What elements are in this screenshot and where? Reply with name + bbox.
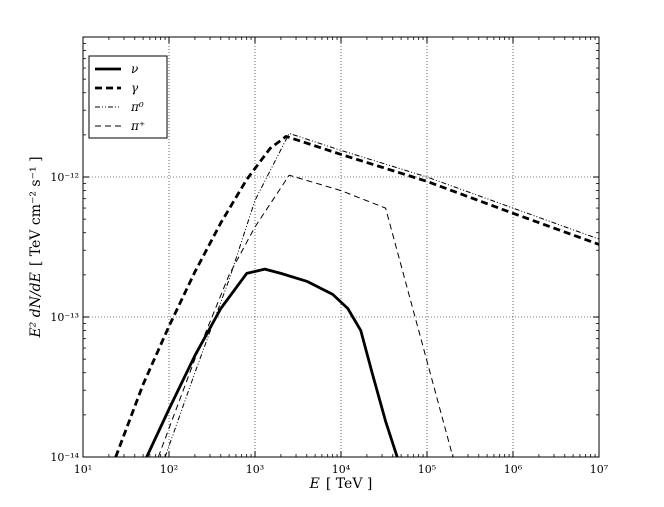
axis-ticks: 10¹ 10² 10³ 10⁴ 10⁵ 10⁶ 10⁷ 10⁻¹⁴ 10⁻¹³ 10⁻¹² [50, 37, 609, 476]
y-axis-label-unit: [ TeV cm⁻² s⁻¹ ] [28, 156, 44, 266]
x-tick-label: 10³ [246, 463, 264, 476]
x-tick-label: 10⁶ [504, 463, 523, 476]
legend: νγ π⁰ π⁺ [88, 55, 168, 139]
y-tick-label: 10⁻¹² [50, 171, 79, 184]
x-tick-label: 10¹ [74, 463, 92, 476]
x-axis-label: E [ TeV ] [309, 476, 373, 492]
legend-label: γ [131, 81, 139, 95]
x-axis-label-symbol: E [309, 476, 320, 492]
y-axis-label: E² dN/dE [ TeV cm⁻² s⁻¹ ] [28, 156, 44, 338]
legend-label: ν [131, 62, 138, 76]
x-tick-label: 10² [160, 463, 178, 476]
series-line-2 [114, 134, 600, 458]
x-tick-label: 10⁴ [332, 463, 351, 476]
y-tick-label: 10⁻¹³ [50, 311, 79, 324]
x-tick-label: 10⁷ [590, 463, 609, 476]
x-axis-label-unit: [ TeV ] [326, 476, 372, 492]
y-axis-label-symbol: E² dN/dE [28, 272, 44, 338]
y-tick-label: 10⁻¹⁴ [50, 451, 79, 464]
series-line-4 [157, 174, 454, 458]
legend-label: π⁰ [130, 100, 144, 114]
grid [83, 37, 599, 457]
series-line-1 [145, 267, 399, 458]
series-group [114, 132, 600, 458]
legend-label: π⁺ [130, 119, 145, 133]
x-tick-label: 10⁵ [418, 463, 436, 476]
